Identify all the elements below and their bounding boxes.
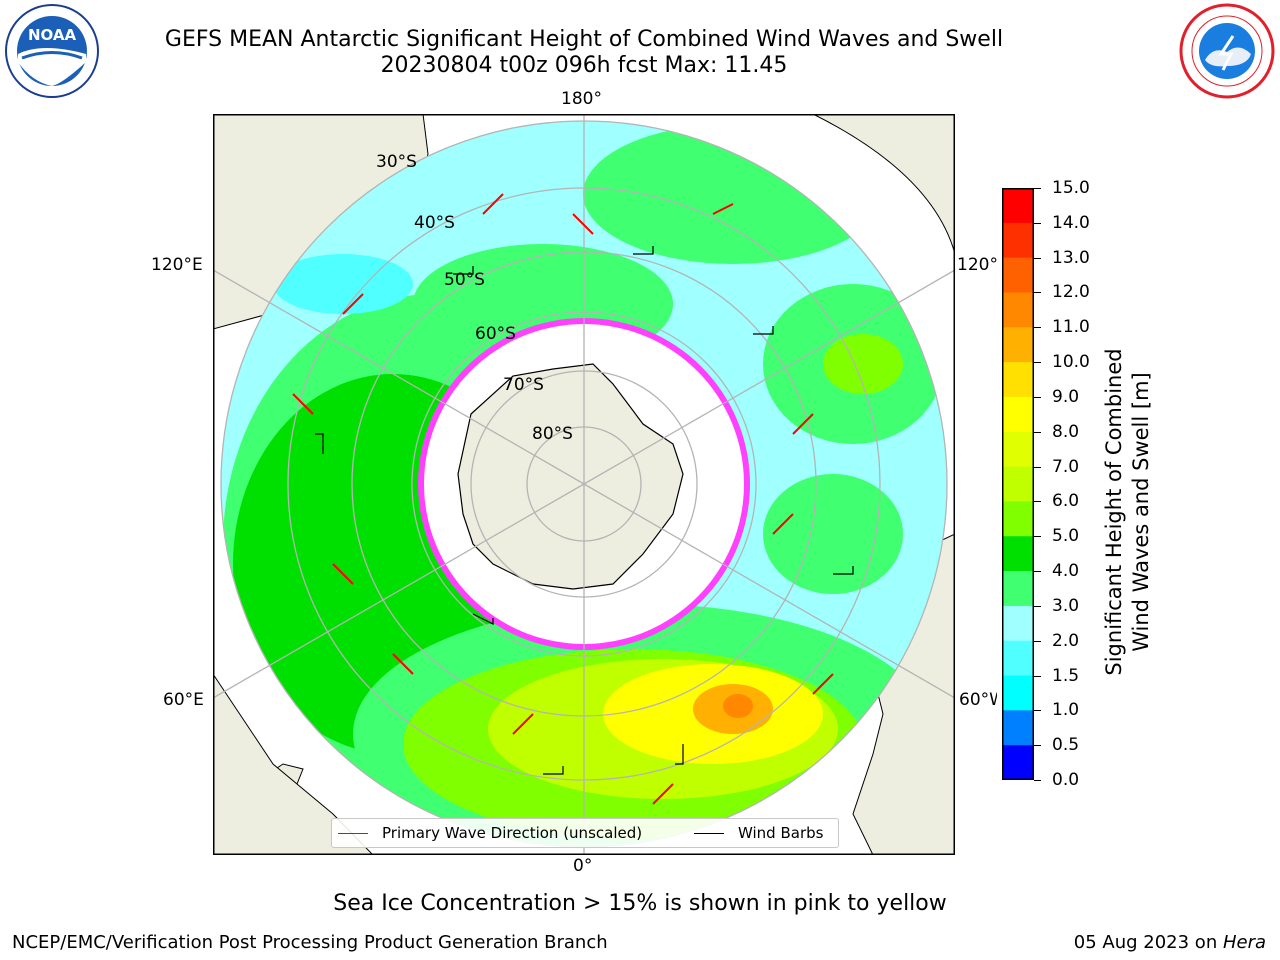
- colorbar-tick-label: 8.0: [1052, 421, 1080, 442]
- colorbar-cell: [1002, 640, 1034, 677]
- colorbar-cell: [1002, 327, 1034, 363]
- lat-label-40s: 40°S: [414, 213, 455, 233]
- colorbar-tick-mark: [1034, 501, 1041, 503]
- lon-label-180: 180°: [561, 89, 602, 109]
- colorbar-cell: [1002, 362, 1034, 398]
- colorbar-cell: [1002, 222, 1034, 259]
- wave-direction-legend-label: Primary Wave Direction (unscaled): [382, 824, 643, 842]
- lat-label-30s: 30°S: [376, 152, 417, 172]
- colorbar-tick-label: 1.0: [1052, 700, 1080, 721]
- colorbar-tick-mark: [1034, 188, 1041, 189]
- colorbar-tick-mark: [1034, 675, 1041, 677]
- map-subtitle: 20230804 t00z 096h fcst Max: 11.45: [380, 53, 788, 78]
- colorbar-tick-mark: [1034, 466, 1041, 468]
- lon-label-60w: 60°W: [959, 690, 997, 710]
- colorbar-tick-mark: [1034, 536, 1041, 538]
- nws-logo-icon: [1179, 3, 1275, 99]
- lon-label-60e: 60°E: [163, 690, 204, 710]
- lat-label-60s: 60°S: [475, 324, 516, 344]
- colorbar-tick-label: 7.0: [1052, 456, 1080, 477]
- polar-wave-height-map: [213, 114, 955, 855]
- colorbar-tick-label: 4.0: [1052, 561, 1080, 582]
- colorbar-tick-mark: [1034, 710, 1041, 712]
- colorbar-tick-mark: [1034, 257, 1041, 259]
- footer-org: NCEP/EMC/Verification Post Processing Pr…: [12, 932, 608, 953]
- colorbar-cell: [1002, 675, 1034, 711]
- footer-date: 05 Aug 2023 on Hera: [1073, 932, 1266, 953]
- colorbar-tick-label: 0.0: [1052, 770, 1080, 790]
- wave-arrows: [292, 193, 834, 805]
- noaa-logo-text: NOAA: [28, 26, 77, 44]
- colorbar-tick-mark: [1034, 780, 1041, 781]
- colorbar-tick-label: 10.0: [1052, 352, 1090, 373]
- map-title: GEFS MEAN Antarctic Significant Height o…: [164, 27, 1004, 52]
- colorbar: [1002, 188, 1034, 780]
- lat-label-50s: 50°S: [444, 270, 485, 290]
- colorbar-cell: [1002, 466, 1034, 502]
- lat-label-80s: 80°S: [532, 424, 573, 444]
- colorbar-tick-label: 14.0: [1052, 212, 1090, 233]
- lon-label-0: 0°: [573, 856, 593, 876]
- colorbar-tick-mark: [1034, 222, 1041, 224]
- lon-label-120w: 120°W: [957, 255, 997, 275]
- colorbar-tick-label: 6.0: [1052, 491, 1080, 512]
- colorbar-cell: [1002, 605, 1034, 642]
- noaa-logo-icon: NOAA: [5, 4, 99, 98]
- colorbar-cell: [1002, 710, 1034, 746]
- wave-direction-legend-line: [338, 832, 368, 834]
- wind-barbs-legend-label: Wind Barbs: [738, 824, 824, 842]
- colorbar-tick-mark: [1034, 362, 1041, 364]
- sea-ice-note: Sea Ice Concentration > 15% is shown in …: [333, 891, 947, 916]
- colorbar-tick-label: 2.0: [1052, 630, 1080, 651]
- colorbar-tick-label: 3.0: [1052, 595, 1080, 616]
- colorbar-cell: [1002, 501, 1034, 537]
- colorbar-tick-mark: [1034, 571, 1041, 573]
- lon-label-120e: 120°E: [151, 255, 203, 275]
- colorbar-label: Significant Height of Combined Wind Wave…: [1102, 348, 1153, 676]
- map-legend: Primary Wave Direction (unscaled) Wind B…: [331, 818, 839, 848]
- colorbar-tick-mark: [1034, 745, 1041, 747]
- colorbar-tick-mark: [1034, 327, 1041, 329]
- colorbar-tick-label: 0.5: [1052, 735, 1080, 756]
- colorbar-cell: [1002, 536, 1034, 572]
- colorbar-tick-label: 13.0: [1052, 247, 1090, 268]
- wind-barbs-legend-line: [694, 832, 724, 834]
- colorbar-tick-mark: [1034, 431, 1041, 433]
- colorbar-tick-mark: [1034, 640, 1041, 642]
- wind-barbs: [315, 246, 854, 775]
- colorbar-tick-mark: [1034, 605, 1041, 607]
- colorbar-tick-label: 11.0: [1052, 317, 1090, 338]
- colorbar-cell: [1002, 431, 1034, 468]
- colorbar-tick-label: 12.0: [1052, 282, 1090, 303]
- colorbar-tick-mark: [1034, 396, 1041, 398]
- colorbar-cell: [1002, 188, 1034, 224]
- colorbar-cell: [1002, 571, 1034, 607]
- colorbar-tick-label: 5.0: [1052, 526, 1080, 547]
- colorbar-cell: [1002, 257, 1034, 293]
- lat-label-70s: 70°S: [503, 375, 544, 395]
- colorbar-tick-label: 9.0: [1052, 386, 1080, 407]
- colorbar-cell: [1002, 396, 1034, 433]
- colorbar-tick-mark: [1034, 292, 1041, 294]
- colorbar-tick-label: 1.5: [1052, 665, 1080, 686]
- colorbar-cell: [1002, 292, 1034, 328]
- graticule: [213, 114, 955, 855]
- colorbar-cell: [1002, 745, 1034, 780]
- colorbar-tick-label: 15.0: [1052, 178, 1090, 198]
